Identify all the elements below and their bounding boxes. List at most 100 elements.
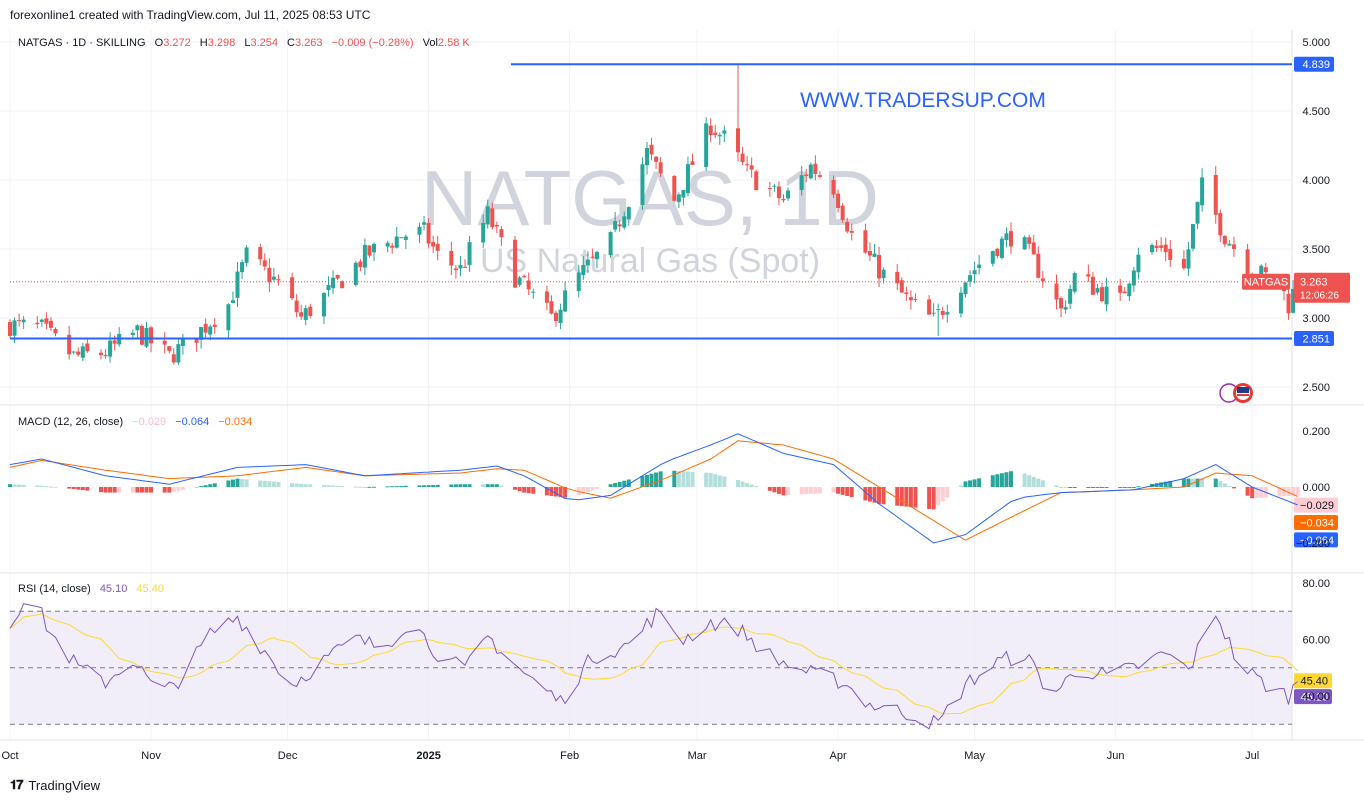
candle-body xyxy=(990,251,995,264)
candle-body xyxy=(904,292,909,295)
macd-histogram-bar xyxy=(12,484,17,487)
macd-legend: MACD (12, 26, close) −0.029 −0.064 −0.03… xyxy=(18,416,252,428)
macd-histogram-bar xyxy=(1031,476,1036,487)
macd-histogram-bar xyxy=(48,486,53,488)
rsi-value: 45.10 xyxy=(100,583,128,595)
rsi-pane[interactable]: 80.00 60.00 40.00 xyxy=(9,578,1330,730)
footer[interactable]: 𝟏𝟕 TradingView xyxy=(10,777,100,793)
macd-histogram-bar xyxy=(1072,487,1077,488)
support-tag-bg xyxy=(1294,331,1334,347)
macd-histogram-bar xyxy=(645,474,649,487)
price-tick-label: 5.000 xyxy=(1302,37,1330,49)
last-price-tag: 3.263 xyxy=(1300,277,1328,289)
macd-histogram-bar xyxy=(394,486,399,488)
candle-body xyxy=(80,346,85,358)
candle-body xyxy=(353,262,358,286)
macd-histogram-bar xyxy=(1104,487,1109,488)
candle-body xyxy=(453,268,458,271)
macd-histogram-bar xyxy=(1136,486,1141,488)
macd-histogram-bar xyxy=(1095,487,1100,488)
candle-body xyxy=(326,284,331,291)
candle-body xyxy=(230,300,235,303)
candle-body xyxy=(640,164,645,205)
events-icon[interactable] xyxy=(1219,383,1253,403)
macd-histogram-bar xyxy=(230,479,235,487)
price-axis[interactable]: 5.000 4.500 4.000 3.500 3.000 2.500 xyxy=(1302,37,1330,394)
candle-body xyxy=(1159,245,1164,248)
footer-brand: TradingView xyxy=(28,777,101,793)
candle-body xyxy=(1150,245,1155,253)
rsi-value-tag: 45.10 xyxy=(1300,692,1328,704)
macd-histogram-bar xyxy=(531,487,536,494)
macd-histogram-bar xyxy=(417,485,422,487)
candle-body xyxy=(235,271,240,298)
candle-body xyxy=(626,207,631,220)
macd-line-tag: −0.064 xyxy=(1300,535,1334,547)
macd-histogram-bar xyxy=(999,473,1004,487)
candle-body xyxy=(658,162,663,174)
macd-histogram-bar xyxy=(8,484,12,487)
symbol-tag-bg xyxy=(1242,273,1290,290)
macd-histogram-bar xyxy=(321,485,326,487)
candle-body xyxy=(840,205,845,220)
macd-histogram-bar xyxy=(244,479,249,487)
macd-histogram-bar xyxy=(1027,475,1032,487)
macd-histogram-bar xyxy=(108,487,113,493)
macd-histogram-bar xyxy=(199,486,204,488)
macd-histogram-bar xyxy=(67,487,72,489)
macd-histogram-bar xyxy=(240,478,245,487)
macd-histogram-bar xyxy=(808,487,813,494)
candle-body xyxy=(945,312,950,315)
macd-histogram-bar xyxy=(1100,487,1104,488)
rsi-value-tag-bg xyxy=(1294,689,1332,705)
candle-body xyxy=(144,327,149,347)
macd-histogram-bar xyxy=(840,487,845,495)
candle-body xyxy=(717,134,722,137)
candle-body xyxy=(767,187,772,189)
macd-histogram-bar xyxy=(1282,487,1286,497)
candle-body xyxy=(877,254,882,279)
candle-body xyxy=(776,186,781,199)
candle-body xyxy=(576,272,581,292)
candle-body xyxy=(799,175,804,191)
candle-body xyxy=(1036,253,1041,278)
macd-histogram-bar xyxy=(517,487,522,492)
candle-body xyxy=(1245,249,1250,274)
macd-histogram-bar xyxy=(613,483,618,487)
macd-histogram-bar xyxy=(877,487,882,504)
attribution-text: forexonline1 created with TradingView.co… xyxy=(10,8,371,22)
candle-body xyxy=(554,312,558,322)
macd-signal-tag-bg xyxy=(1294,515,1338,531)
candle-body xyxy=(362,244,367,268)
candle-body xyxy=(331,277,336,289)
macd-histogram-bar xyxy=(1277,487,1282,497)
horizontal-levels[interactable] xyxy=(10,63,1292,340)
candle-body xyxy=(1163,244,1168,253)
macd-histogram-bar xyxy=(149,487,154,493)
legend-high: 3.298 xyxy=(208,37,236,49)
price-tick-label: 4.000 xyxy=(1302,175,1330,187)
candles[interactable] xyxy=(8,64,1300,365)
macd-histogram-bar xyxy=(399,485,404,487)
candle-body xyxy=(513,239,518,288)
candle-body xyxy=(303,308,308,320)
macd-histogram-bar xyxy=(17,484,22,487)
time-axis[interactable]: Oct Nov Dec 2025 Feb Mar Apr May Jun Jul xyxy=(1,750,1259,762)
time-tick-label: Feb xyxy=(560,750,579,762)
candle-body xyxy=(1059,298,1064,309)
macd-histogram-bar xyxy=(817,487,822,494)
candle-body xyxy=(176,344,181,363)
macd-histogram-bar xyxy=(276,481,281,487)
macd-histogram-bar xyxy=(772,487,777,493)
macd-histogram-bar xyxy=(258,480,263,487)
macd-histogram-bar xyxy=(804,487,809,495)
candle-body xyxy=(531,291,536,293)
candle-body xyxy=(608,232,613,256)
countdown-tag: 12:06:26 xyxy=(1300,291,1339,302)
macd-pane[interactable]: 0.200 0.000 −0.200 xyxy=(8,426,1330,550)
candle-body xyxy=(613,221,618,230)
candle-body xyxy=(499,229,504,238)
candle-body xyxy=(290,277,295,299)
candle-body xyxy=(749,165,754,170)
